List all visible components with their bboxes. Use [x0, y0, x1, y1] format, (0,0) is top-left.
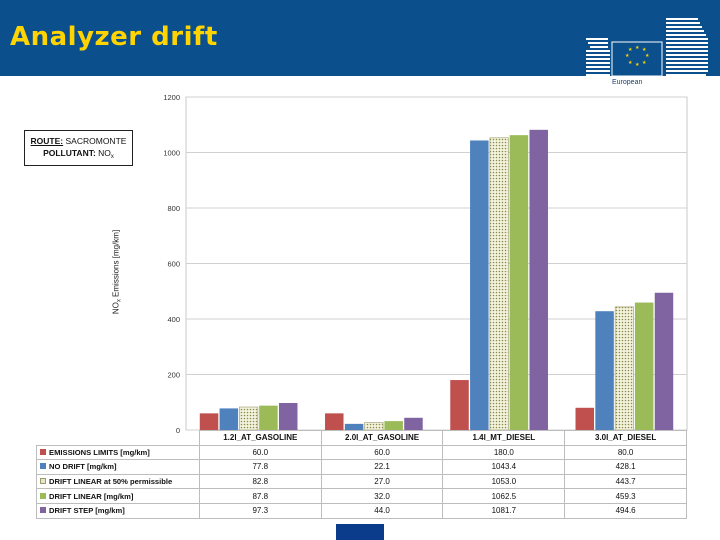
pollutant-subscript: x — [110, 154, 114, 160]
route-legend-box: ROUTE: SACROMONTE POLLUTANT: NOx — [24, 130, 133, 166]
bar — [489, 137, 509, 431]
table-cell: 1081.7 — [442, 502, 566, 519]
data-table: 1.2l_AT_GASOLINE 2.0l_AT_GASOLINE 1.4l_M… — [36, 430, 687, 519]
svg-text:★: ★ — [635, 62, 640, 68]
table-row: EMISSIONS LIMITS [mg/km] 60.0 60.0 180.0 80.… — [36, 444, 687, 461]
svg-text:★: ★ — [642, 47, 647, 53]
table-row: DRIFT STEP [mg/km] 97.3 44.0 1081.7 494.6 — [36, 502, 687, 519]
series-label: DRIFT STEP [mg/km] — [36, 502, 200, 519]
table-cell: 44.0 — [320, 502, 444, 519]
table-header-row: 1.2l_AT_GASOLINE 2.0l_AT_GASOLINE 1.4l_M… — [37, 430, 687, 446]
bar — [239, 406, 259, 431]
col-header-3: 1.4l_MT_DIESEL — [442, 430, 566, 446]
table-cell: 1043.4 — [442, 459, 566, 475]
pollutant-value: NO — [98, 148, 111, 158]
col-header-2: 2.0l_AT_GASOLINE — [320, 430, 444, 446]
svg-text:★: ★ — [635, 45, 640, 51]
table-cell: 1053.0 — [442, 473, 566, 490]
bar — [654, 292, 674, 430]
svg-text:★: ★ — [628, 60, 633, 66]
table-row: DRIFT LINEAR [mg/km] 87.8 32.0 1062.5 459.3 — [36, 488, 687, 504]
legend-label: EMISSIONS LIMITS [mg/km] — [49, 447, 150, 457]
route-label: ROUTE: — [30, 136, 64, 146]
table-cell: 27.0 — [320, 473, 444, 490]
y-tick-label: 800 — [167, 204, 180, 213]
bar — [199, 413, 219, 430]
legend-label: DRIFT LINEAR [mg/km] — [49, 491, 134, 501]
table-cell: 494.6 — [564, 502, 687, 519]
table-cell: 22.1 — [320, 459, 444, 475]
y-tick-label: 200 — [167, 371, 180, 380]
table-cell: 180.0 — [442, 444, 566, 461]
series-label: NO DRIFT [mg/km] — [36, 459, 200, 475]
table-cell: 80.0 — [564, 444, 687, 461]
bar — [384, 421, 403, 430]
series-label: EMISSIONS LIMITS [mg/km] — [36, 444, 200, 461]
legend-swatch — [40, 448, 46, 455]
table-cell: 60.0 — [320, 444, 444, 461]
legend-label: DRIFT LINEAR at 50% permissible — [49, 477, 173, 487]
bar — [278, 403, 298, 430]
legend-swatch — [40, 507, 46, 514]
table-cell: 77.8 — [198, 459, 322, 475]
bar — [575, 407, 595, 430]
bar — [364, 422, 384, 431]
y-tick-label: 1000 — [163, 149, 180, 158]
bar — [614, 306, 634, 431]
pollutant-label: POLLUTANT: — [43, 148, 96, 158]
table-cell: 82.8 — [198, 473, 322, 490]
bar — [450, 380, 469, 430]
svg-text:★: ★ — [642, 60, 647, 66]
bar — [470, 140, 489, 430]
series-label: DRIFT LINEAR at 50% permissible — [36, 473, 200, 490]
table-row: NO DRIFT [mg/km] 77.8 22.1 1043.4 428.1 — [36, 459, 687, 475]
bar — [595, 311, 614, 430]
table-cell: 60.0 — [198, 444, 322, 461]
legend-swatch — [40, 492, 46, 499]
bar — [509, 135, 529, 430]
bar — [344, 423, 364, 430]
table-cell: 428.1 — [564, 459, 687, 475]
y-tick-label: 400 — [167, 315, 180, 324]
table-cell: 459.3 — [564, 488, 687, 504]
svg-text:★: ★ — [625, 53, 630, 59]
legend-label: NO DRIFT [mg/km] — [49, 462, 117, 472]
y-tick-label: 600 — [167, 260, 180, 269]
series-label: DRIFT LINEAR [mg/km] — [36, 488, 200, 504]
col-header-4: 3.0l_AT_DIESEL — [564, 430, 687, 446]
svg-text:★: ★ — [628, 47, 633, 53]
col-header-1: 1.2l_AT_GASOLINE — [198, 430, 322, 446]
table-cell: 32.0 — [320, 488, 444, 504]
logo-caption: European — [612, 79, 643, 86]
bar — [404, 417, 423, 430]
svg-text:★: ★ — [645, 53, 650, 59]
y-tick-label: 1200 — [163, 93, 180, 102]
bar — [259, 405, 278, 430]
european-commission-logo-icon: ★ ★★ ★★★ ★★ — [586, 18, 708, 77]
y-tick-label: 0 — [176, 426, 180, 435]
bar — [529, 129, 548, 430]
table-row: DRIFT LINEAR at 50% permissible 82.8 27.0 1… — [36, 473, 687, 490]
bar — [219, 408, 239, 430]
table-cell: 97.3 — [198, 502, 322, 519]
footer-flag — [336, 524, 384, 540]
bar — [634, 302, 654, 430]
table-cell: 87.8 — [198, 488, 322, 504]
legend-swatch — [40, 478, 46, 485]
page-title: Analyzer drift — [10, 22, 218, 52]
table-cell: 443.7 — [564, 473, 687, 490]
table-cell: 1062.5 — [442, 488, 566, 504]
legend-swatch — [40, 463, 46, 470]
bar — [325, 413, 344, 430]
legend-label: DRIFT STEP [mg/km] — [49, 506, 125, 516]
route-value: SACROMONTE — [65, 136, 127, 146]
